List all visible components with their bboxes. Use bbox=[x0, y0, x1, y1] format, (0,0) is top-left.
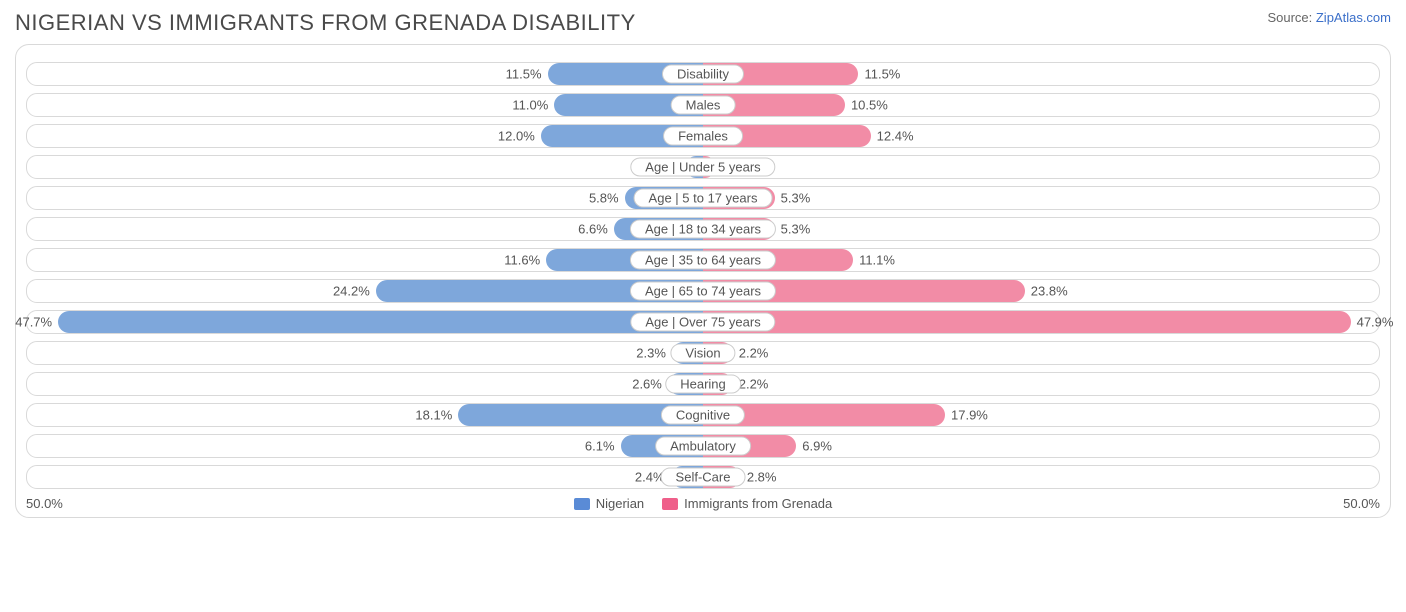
bar-row: 12.0% 12.4% Females bbox=[26, 124, 1380, 148]
value-label-right: 2.2% bbox=[739, 377, 769, 392]
category-label: Males bbox=[671, 96, 736, 115]
bar-row: 6.6% 5.3% Age | 18 to 34 years bbox=[26, 217, 1380, 241]
bar-row: 47.7%47.9%Age | Over 75 years bbox=[26, 310, 1380, 334]
axis-right-max: 50.0% bbox=[1343, 496, 1380, 511]
bar-row: 6.1% 6.9% Ambulatory bbox=[26, 434, 1380, 458]
bar-left bbox=[58, 311, 703, 333]
bar-row: 11.0% 10.5% Males bbox=[26, 93, 1380, 117]
legend-item-left: Nigerian bbox=[574, 496, 644, 511]
legend-item-right: Immigrants from Grenada bbox=[662, 496, 832, 511]
value-label-right: 12.4% bbox=[877, 129, 914, 144]
category-label: Age | 65 to 74 years bbox=[630, 282, 776, 301]
value-label-right: 17.9% bbox=[951, 408, 988, 423]
bar-row: 24.2% 23.8% Age | 65 to 74 years bbox=[26, 279, 1380, 303]
value-label-right: 5.3% bbox=[781, 222, 811, 237]
source-prefix: Source: bbox=[1267, 10, 1315, 25]
category-label: Cognitive bbox=[661, 406, 745, 425]
legend-label-left: Nigerian bbox=[596, 496, 644, 511]
value-label-left: 6.6% bbox=[578, 222, 608, 237]
category-label: Vision bbox=[670, 344, 735, 363]
value-label-left: 11.6% bbox=[504, 253, 540, 268]
value-label-left: 6.1% bbox=[585, 439, 615, 454]
value-label-right: 47.9% bbox=[1357, 315, 1394, 330]
bar-row: 2.3% 2.2% Vision bbox=[26, 341, 1380, 365]
value-label-right: 10.5% bbox=[851, 98, 888, 113]
value-label-left: 24.2% bbox=[333, 284, 370, 299]
value-label-left: 18.1% bbox=[415, 408, 452, 423]
value-label-left: 11.5% bbox=[506, 67, 542, 82]
value-label-right: 11.1% bbox=[859, 253, 895, 268]
bar-right bbox=[703, 311, 1351, 333]
bar-row: 18.1% 17.9% Cognitive bbox=[26, 403, 1380, 427]
category-label: Females bbox=[663, 127, 743, 146]
value-label-right: 6.9% bbox=[802, 439, 832, 454]
value-label-left: 47.7% bbox=[15, 315, 52, 330]
value-label-right: 11.5% bbox=[864, 67, 900, 82]
axis-left-max: 50.0% bbox=[26, 496, 63, 511]
legend-swatch-left bbox=[574, 498, 590, 510]
diverging-bar-chart: 11.5% 11.5% Disability 11.0% 10.5% Males 12.0%… bbox=[15, 44, 1391, 518]
value-label-right: 2.2% bbox=[739, 346, 769, 361]
bar-row: 5.8% 5.3% Age | 5 to 17 years bbox=[26, 186, 1380, 210]
category-label: Self-Care bbox=[661, 468, 746, 487]
category-label: Age | Over 75 years bbox=[630, 313, 775, 332]
category-label: Ambulatory bbox=[655, 437, 751, 456]
value-label-right: 23.8% bbox=[1031, 284, 1068, 299]
category-label: Age | 5 to 17 years bbox=[634, 189, 773, 208]
bar-row: 11.6% 11.1% Age | 35 to 64 years bbox=[26, 248, 1380, 272]
category-label: Age | 18 to 34 years bbox=[630, 220, 776, 239]
value-label-left: 5.8% bbox=[589, 191, 619, 206]
legend-label-right: Immigrants from Grenada bbox=[684, 496, 832, 511]
category-label: Age | 35 to 64 years bbox=[630, 251, 776, 270]
category-label: Hearing bbox=[665, 375, 741, 394]
category-label: Age | Under 5 years bbox=[630, 158, 775, 177]
legend: Nigerian Immigrants from Grenada bbox=[574, 496, 833, 511]
bar-row: 2.4%2.8%Self-Care bbox=[26, 465, 1380, 489]
bar-row: 11.5% 11.5% Disability bbox=[26, 62, 1380, 86]
value-label-left: 11.0% bbox=[512, 98, 548, 113]
value-label-left: 12.0% bbox=[498, 129, 535, 144]
category-label: Disability bbox=[662, 65, 744, 84]
value-label-left: 2.3% bbox=[636, 346, 666, 361]
bar-row: 2.6% 2.2%Hearing bbox=[26, 372, 1380, 396]
value-label-right: 5.3% bbox=[781, 191, 811, 206]
bar-row: 1.3%0.94%Age | Under 5 years bbox=[26, 155, 1380, 179]
chart-title: NIGERIAN VS IMMIGRANTS FROM GRENADA DISA… bbox=[15, 10, 636, 36]
value-label-right: 2.8% bbox=[747, 470, 777, 485]
source-link[interactable]: ZipAtlas.com bbox=[1316, 10, 1391, 25]
legend-swatch-right bbox=[662, 498, 678, 510]
source-label: Source: ZipAtlas.com bbox=[1267, 10, 1391, 25]
value-label-left: 2.6% bbox=[632, 377, 662, 392]
